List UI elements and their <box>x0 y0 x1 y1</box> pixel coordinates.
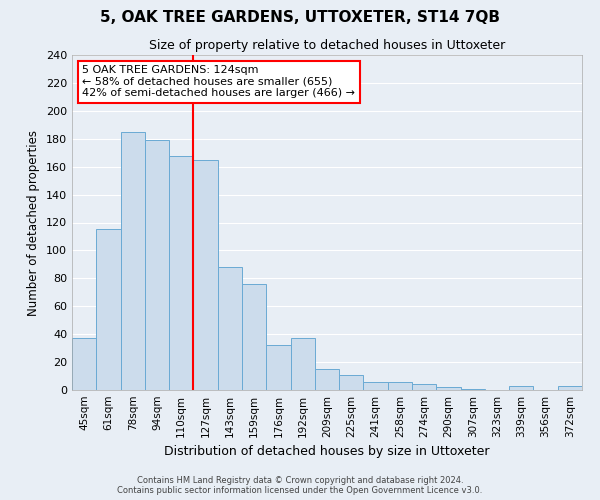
Bar <box>218 267 242 390</box>
Bar <box>145 140 169 390</box>
Bar <box>339 374 364 390</box>
Bar <box>169 156 193 390</box>
Bar <box>412 384 436 390</box>
Bar <box>461 388 485 390</box>
Bar <box>364 382 388 390</box>
Bar <box>121 132 145 390</box>
Bar <box>315 369 339 390</box>
Title: Size of property relative to detached houses in Uttoxeter: Size of property relative to detached ho… <box>149 40 505 52</box>
Bar <box>193 160 218 390</box>
Text: 5, OAK TREE GARDENS, UTTOXETER, ST14 7QB: 5, OAK TREE GARDENS, UTTOXETER, ST14 7QB <box>100 10 500 25</box>
Bar <box>509 386 533 390</box>
Bar <box>436 387 461 390</box>
Bar <box>388 382 412 390</box>
Bar <box>72 338 96 390</box>
Bar <box>242 284 266 390</box>
Y-axis label: Number of detached properties: Number of detached properties <box>28 130 40 316</box>
X-axis label: Distribution of detached houses by size in Uttoxeter: Distribution of detached houses by size … <box>164 446 490 458</box>
Text: 5 OAK TREE GARDENS: 124sqm
← 58% of detached houses are smaller (655)
42% of sem: 5 OAK TREE GARDENS: 124sqm ← 58% of deta… <box>82 65 355 98</box>
Bar <box>266 346 290 390</box>
Bar <box>558 386 582 390</box>
Bar <box>96 230 121 390</box>
Bar <box>290 338 315 390</box>
Text: Contains HM Land Registry data © Crown copyright and database right 2024.
Contai: Contains HM Land Registry data © Crown c… <box>118 476 482 495</box>
